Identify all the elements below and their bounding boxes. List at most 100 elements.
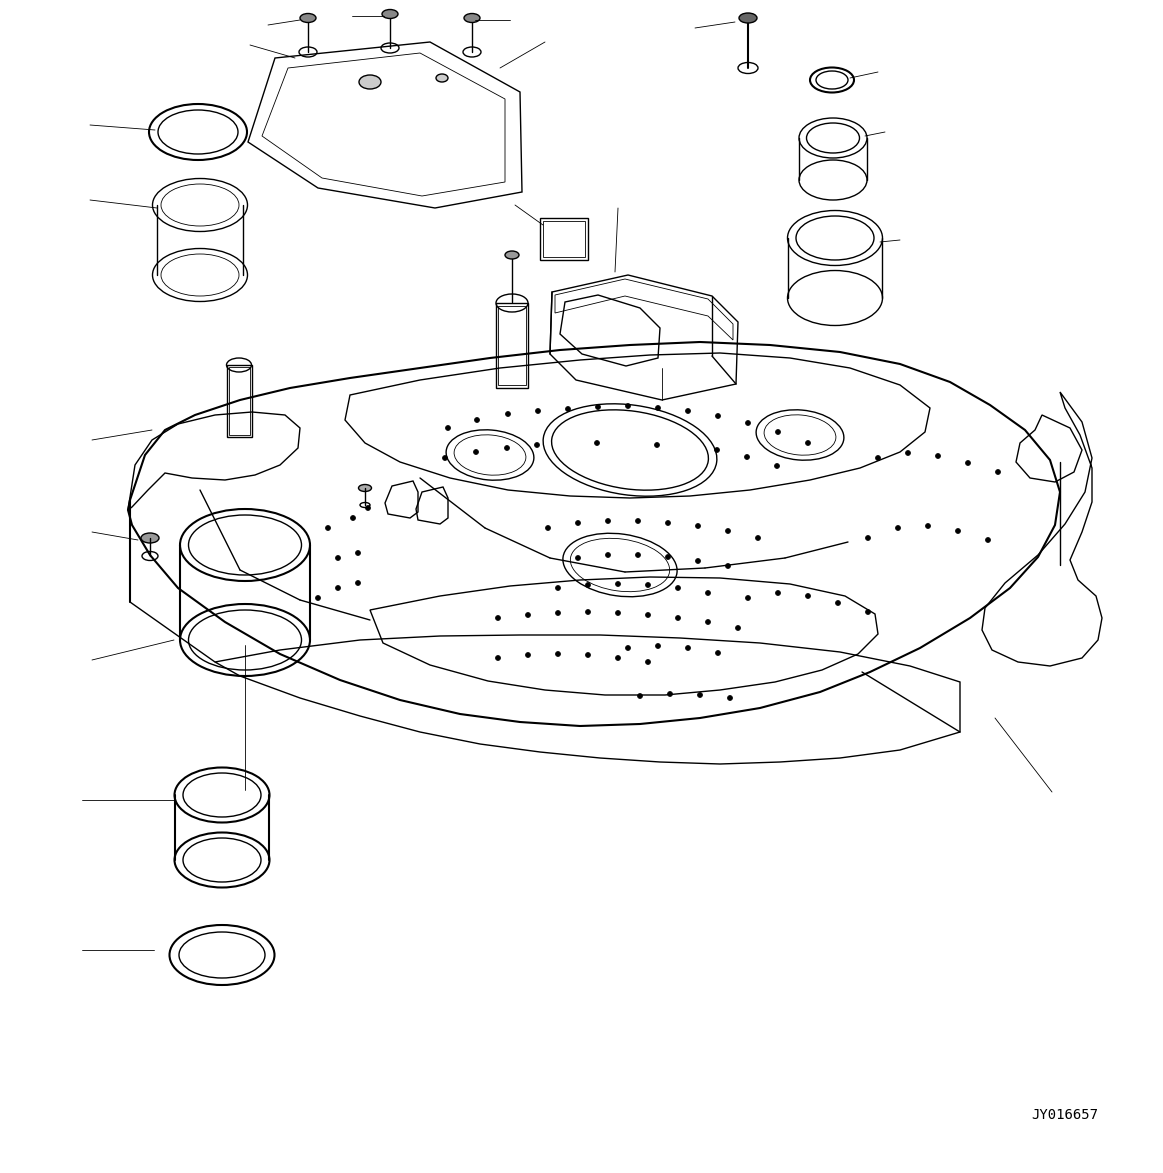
Circle shape: [695, 523, 700, 529]
Circle shape: [806, 441, 811, 446]
Circle shape: [735, 625, 741, 631]
Circle shape: [715, 414, 721, 419]
Circle shape: [726, 529, 730, 534]
Circle shape: [356, 581, 361, 585]
Circle shape: [526, 612, 530, 617]
Circle shape: [606, 518, 611, 523]
Circle shape: [505, 446, 509, 450]
Circle shape: [926, 523, 930, 529]
Circle shape: [326, 526, 330, 530]
Bar: [543, 221, 585, 257]
Circle shape: [935, 454, 941, 459]
Ellipse shape: [436, 74, 448, 82]
Bar: [540, 218, 588, 260]
Circle shape: [556, 651, 561, 657]
Circle shape: [906, 450, 911, 455]
Circle shape: [556, 610, 561, 616]
Circle shape: [576, 556, 580, 561]
Circle shape: [745, 596, 750, 601]
Circle shape: [695, 558, 700, 563]
Circle shape: [556, 585, 561, 590]
Circle shape: [745, 420, 750, 426]
Circle shape: [495, 656, 500, 660]
Circle shape: [637, 693, 642, 698]
Circle shape: [606, 552, 611, 557]
Circle shape: [715, 651, 721, 656]
Circle shape: [665, 555, 671, 560]
Circle shape: [626, 645, 630, 651]
Circle shape: [595, 405, 600, 409]
Circle shape: [744, 454, 749, 460]
Circle shape: [315, 596, 321, 601]
Circle shape: [473, 449, 478, 454]
Circle shape: [645, 659, 650, 664]
Circle shape: [676, 616, 680, 621]
Circle shape: [668, 692, 672, 697]
Circle shape: [876, 455, 880, 461]
Circle shape: [365, 506, 371, 510]
Circle shape: [656, 406, 661, 411]
Circle shape: [776, 590, 780, 596]
Circle shape: [965, 461, 970, 466]
Circle shape: [645, 583, 650, 588]
Circle shape: [594, 441, 599, 446]
Circle shape: [865, 610, 870, 615]
Circle shape: [806, 594, 811, 598]
Circle shape: [576, 521, 580, 526]
Circle shape: [835, 601, 841, 605]
Circle shape: [706, 619, 711, 624]
Circle shape: [615, 582, 621, 586]
Circle shape: [445, 426, 450, 430]
Circle shape: [698, 692, 702, 698]
Circle shape: [775, 463, 779, 468]
Ellipse shape: [141, 533, 159, 543]
Circle shape: [615, 656, 621, 660]
Circle shape: [635, 518, 641, 523]
Circle shape: [956, 529, 961, 534]
Bar: [229, 367, 250, 435]
Ellipse shape: [739, 13, 757, 23]
Circle shape: [585, 652, 591, 658]
Circle shape: [585, 610, 591, 615]
Circle shape: [726, 563, 730, 569]
Circle shape: [475, 418, 479, 422]
Circle shape: [495, 616, 500, 621]
Ellipse shape: [359, 75, 381, 89]
Circle shape: [356, 550, 361, 556]
Circle shape: [985, 537, 991, 542]
Circle shape: [706, 590, 711, 596]
Ellipse shape: [464, 14, 480, 22]
Circle shape: [756, 536, 761, 541]
Circle shape: [335, 585, 341, 590]
Circle shape: [728, 696, 733, 700]
Circle shape: [526, 652, 530, 658]
Circle shape: [865, 536, 870, 541]
Bar: [227, 365, 252, 438]
Bar: [498, 306, 526, 385]
Circle shape: [714, 448, 720, 453]
Circle shape: [335, 556, 341, 561]
Circle shape: [626, 404, 630, 408]
Circle shape: [645, 612, 650, 617]
Circle shape: [535, 408, 541, 414]
Circle shape: [685, 408, 691, 414]
Circle shape: [776, 429, 780, 434]
Circle shape: [896, 526, 900, 530]
Circle shape: [665, 521, 671, 526]
Ellipse shape: [381, 9, 398, 19]
Ellipse shape: [300, 14, 316, 22]
Circle shape: [506, 412, 511, 416]
Circle shape: [676, 585, 680, 590]
Circle shape: [635, 552, 641, 557]
Circle shape: [685, 645, 691, 651]
Ellipse shape: [358, 484, 371, 491]
Bar: [495, 303, 528, 388]
Circle shape: [535, 442, 540, 448]
Circle shape: [615, 610, 621, 616]
Text: JY016657: JY016657: [1032, 1108, 1099, 1123]
Circle shape: [585, 583, 591, 588]
Circle shape: [442, 455, 448, 461]
Circle shape: [996, 469, 1000, 475]
Circle shape: [565, 407, 571, 412]
Circle shape: [350, 515, 356, 521]
